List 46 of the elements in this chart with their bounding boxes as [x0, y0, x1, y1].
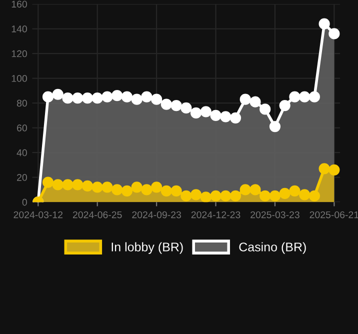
y-tick-label: 160 — [12, 0, 27, 8]
point — [328, 28, 340, 40]
point — [131, 94, 142, 105]
point — [230, 112, 242, 124]
point — [102, 91, 113, 102]
point — [250, 96, 261, 108]
point — [62, 92, 74, 104]
point — [92, 92, 103, 104]
legend-label: Casino (BR) — [239, 242, 306, 254]
y-tick-label: 80 — [16, 100, 27, 107]
y-tick-label: 140 — [12, 26, 27, 32]
point — [240, 94, 251, 105]
point — [308, 91, 320, 102]
y-tick-label: 20 — [17, 174, 27, 181]
point — [180, 102, 192, 114]
point — [170, 100, 182, 112]
point — [220, 111, 232, 122]
x-tick-label: 2025-03-23 — [250, 211, 300, 218]
point — [279, 100, 290, 112]
y-tick-label: 40 — [16, 149, 27, 156]
point — [260, 104, 271, 115]
point — [52, 88, 64, 100]
point — [151, 94, 162, 105]
point — [141, 91, 152, 102]
point — [289, 91, 300, 102]
point — [210, 110, 222, 121]
y-tick-label: 0 — [22, 198, 27, 206]
point — [200, 106, 212, 118]
x-tick-label: 2024-12-23 — [191, 211, 240, 218]
point — [121, 91, 133, 102]
point — [72, 92, 84, 104]
point — [190, 107, 202, 118]
point — [82, 92, 94, 104]
point — [112, 90, 123, 102]
x-tick-label: 2024-09-23 — [132, 211, 181, 218]
x-tick-label: 2024-03-12 — [14, 211, 63, 218]
y-tick-label: 60 — [17, 124, 27, 132]
y-tick-label: 120 — [12, 50, 27, 58]
legend-label: In lobby (BR) — [112, 242, 183, 254]
point — [269, 121, 281, 132]
y-tick-label: 100 — [12, 75, 27, 82]
point — [318, 18, 330, 30]
point — [299, 91, 310, 102]
x-tick-label: 2024-06-25 — [72, 211, 122, 218]
point — [42, 91, 54, 102]
point — [160, 98, 172, 110]
